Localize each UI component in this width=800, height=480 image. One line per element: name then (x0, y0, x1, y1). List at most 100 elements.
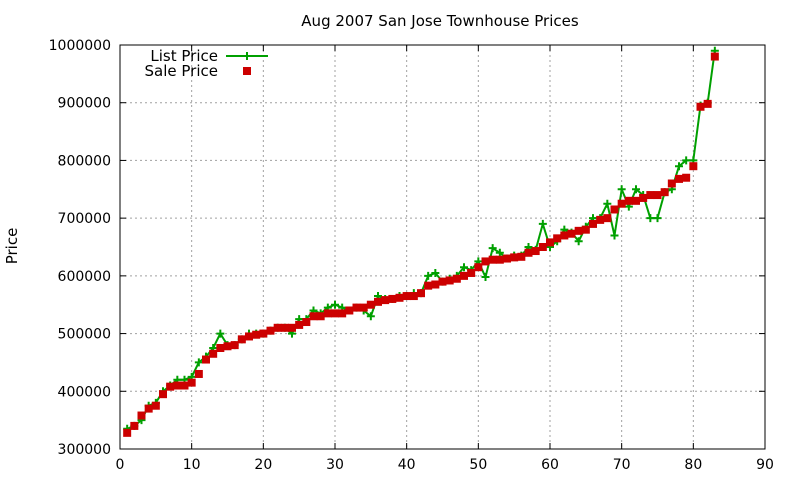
sale-price-point (388, 294, 397, 303)
x-tick-label: 60 (541, 457, 559, 473)
sale-price-point (639, 193, 648, 202)
tick-labels: 0 10 20 30 40 50 60 70 80 90 300000 400000 500000 600… (49, 38, 774, 473)
sale-price-point (395, 293, 404, 302)
legend: List Price Sale Price (145, 47, 268, 80)
sale-price-point (173, 381, 182, 390)
list-price-point (481, 273, 490, 282)
sale-price-point (703, 99, 712, 108)
sale-price-point (338, 309, 347, 318)
y-tick-label: 600000 (58, 269, 111, 285)
sale-price-point (409, 292, 418, 301)
sale-price-point (216, 344, 225, 352)
sale-price-point (581, 225, 590, 234)
list-price-point (632, 185, 640, 194)
sale-price-point (560, 231, 569, 240)
sale-price-point (467, 268, 476, 277)
sale-price-point (302, 318, 311, 327)
sale-price-point (366, 300, 375, 309)
sale-price-point (309, 312, 318, 321)
sale-price-point (280, 323, 289, 332)
sale-price-point (574, 226, 583, 235)
sale-price-point (123, 428, 132, 437)
list-price-point (431, 268, 440, 277)
x-tick-label: 90 (756, 457, 774, 473)
sale-price-point (553, 234, 562, 243)
sale-price-point (438, 277, 447, 286)
sale-price-point (259, 329, 268, 338)
sale-price-point (445, 276, 454, 285)
sale-price-point (696, 102, 705, 111)
x-tick-label: 20 (254, 457, 272, 473)
sale-price-point (567, 229, 576, 238)
y-tick-label: 300000 (58, 442, 111, 458)
list-price-point (574, 237, 583, 246)
list-price-point (216, 329, 225, 338)
list-price-point (366, 312, 375, 321)
sale-price-point (495, 255, 504, 264)
sale-price-point (531, 247, 540, 256)
x-tick-label: 0 (116, 457, 125, 473)
list-price-point (675, 162, 683, 171)
sale-price-point (474, 263, 483, 272)
sale-price-point (538, 243, 547, 251)
sale-price-point (710, 52, 719, 61)
sale-price-point (288, 323, 296, 332)
sale-price-point (424, 281, 433, 290)
sale-price-point (481, 257, 490, 266)
sale-price-point (180, 381, 189, 390)
sale-price-point (417, 289, 425, 298)
y-tick-label: 1000000 (49, 38, 111, 54)
legend-sale-price-label: Sale Price (145, 62, 218, 80)
sale-price-point (223, 342, 232, 351)
sale-price-point (660, 188, 669, 197)
sale-price-point (209, 349, 218, 358)
sale-price-point (675, 174, 683, 183)
sale-price-point (230, 341, 239, 350)
sale-price-point (510, 253, 519, 262)
sale-price-point (374, 297, 382, 306)
sale-price-point (689, 162, 698, 171)
sale-price-point (359, 303, 368, 312)
x-tick-label: 70 (613, 457, 631, 473)
sale-price-point (524, 248, 533, 257)
list-price-point (682, 156, 691, 165)
sale-price-point (159, 390, 167, 399)
legend-list-price-label: List Price (150, 47, 218, 65)
series-layer (123, 46, 719, 437)
plot-frame (119, 44, 766, 450)
sale-price-point (452, 274, 461, 283)
list-price-point (603, 199, 612, 208)
sale-price-point (667, 179, 676, 188)
y-axis-label: Price (3, 228, 21, 265)
sale-price-point (252, 330, 261, 339)
sale-price-point (144, 404, 153, 413)
sale-price-point (617, 199, 626, 208)
list-price-point (488, 244, 497, 253)
x-tick-label: 40 (398, 457, 416, 473)
y-tick-label: 800000 (58, 153, 111, 169)
sale-price-point (653, 191, 662, 200)
y-tick-label: 400000 (58, 384, 111, 400)
sale-price-point (331, 309, 339, 318)
sale-price-point (273, 323, 282, 332)
sale-price-point (402, 292, 411, 301)
x-tick-label: 10 (183, 457, 201, 473)
sale-price-point (352, 303, 361, 312)
list-price-point (194, 358, 203, 367)
x-tick-label: 50 (469, 457, 487, 473)
x-tick-label: 30 (326, 457, 344, 473)
y-tick-label: 900000 (58, 96, 111, 112)
list-price-point (460, 263, 468, 272)
sale-price-point (151, 401, 160, 410)
sale-price-point (316, 312, 325, 321)
legend-list-price-marker (243, 52, 251, 60)
sale-price-point (431, 280, 440, 289)
sale-price-point (488, 255, 497, 264)
sale-price-point (589, 219, 597, 228)
sale-price-point (166, 382, 175, 391)
sale-price-point (245, 332, 253, 341)
sale-price-point (460, 271, 468, 280)
legend-sale-price-marker (243, 67, 251, 75)
sale-price-point (295, 320, 304, 329)
